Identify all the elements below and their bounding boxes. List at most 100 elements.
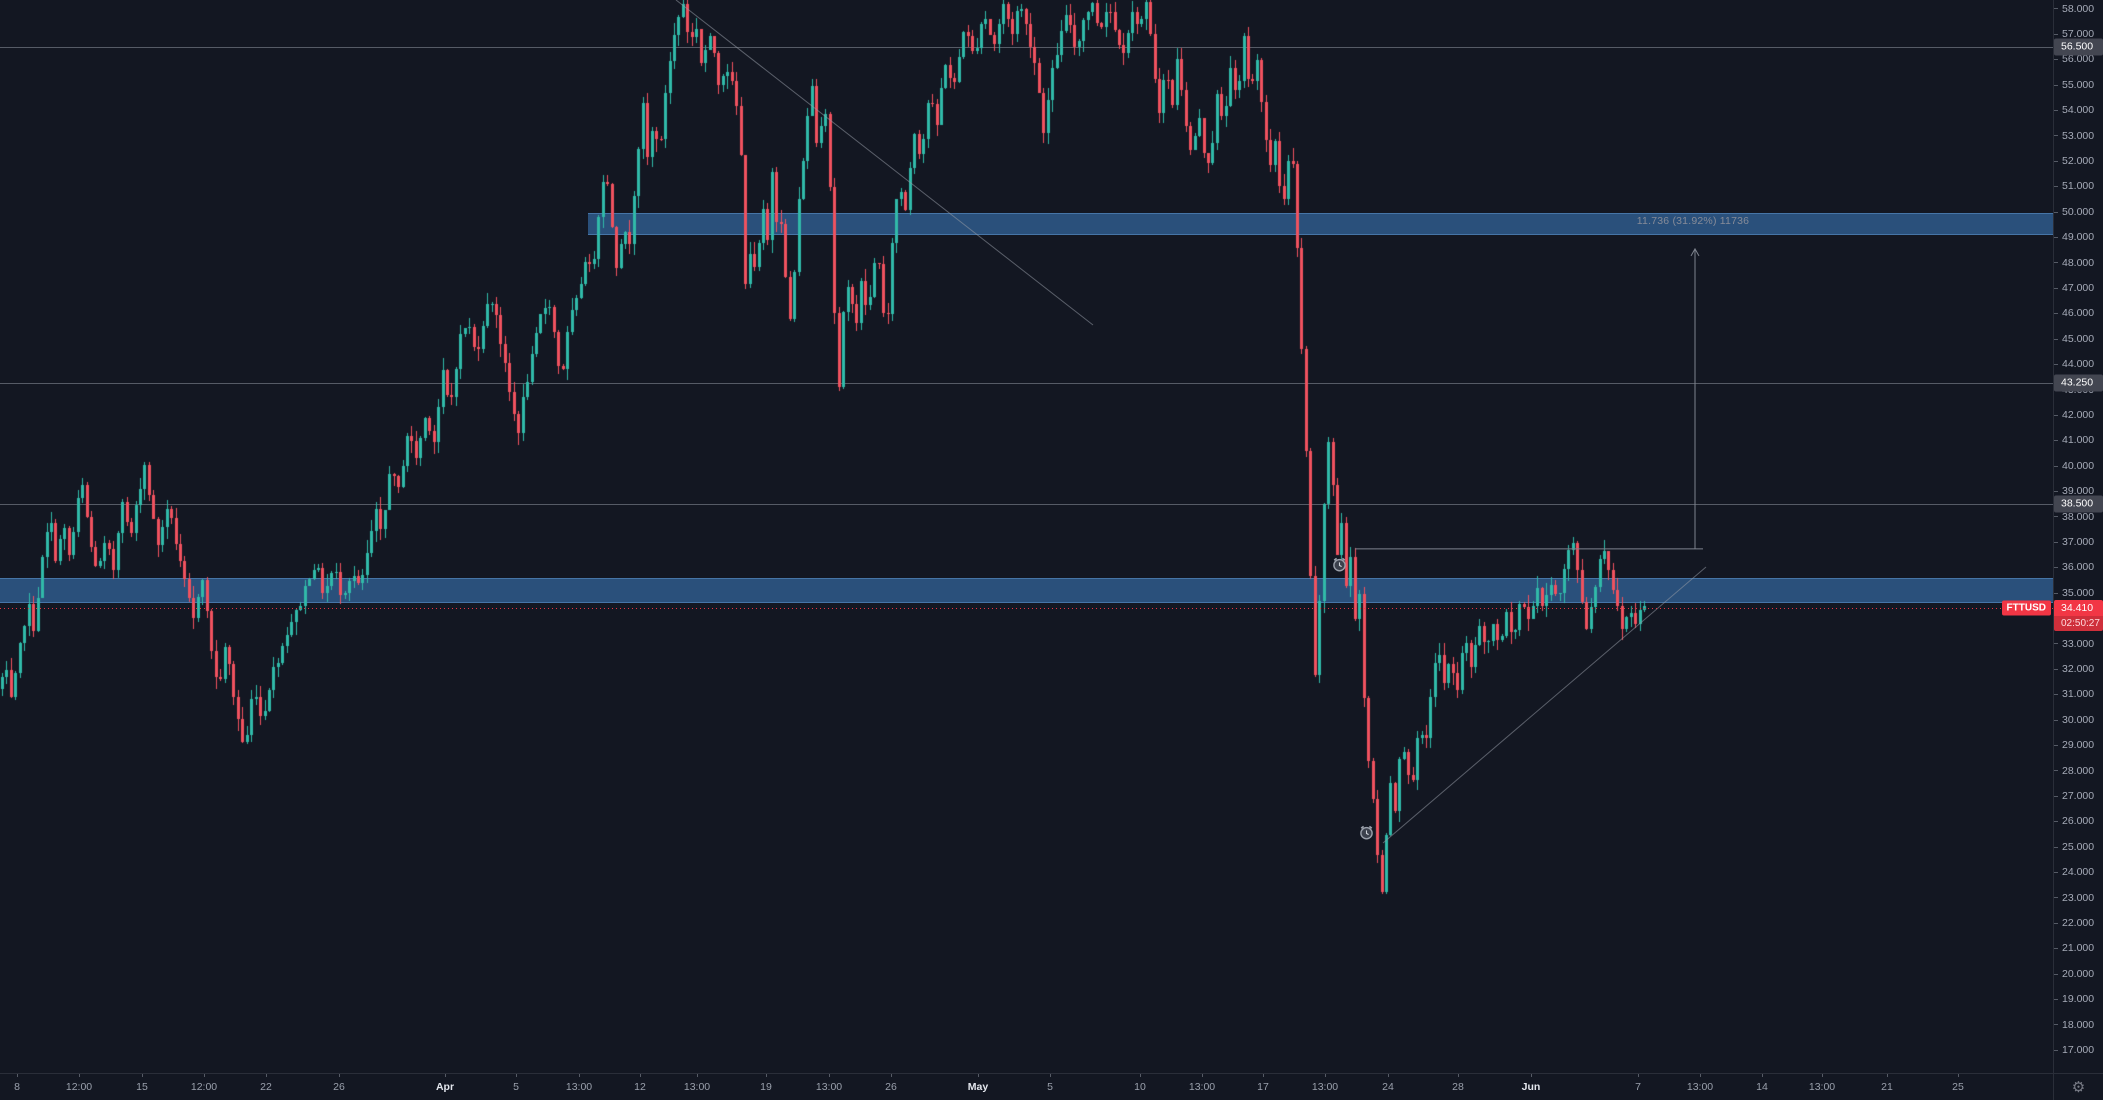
last-price-line: [0, 607, 2053, 609]
time-tick: [640, 1074, 641, 1077]
axis-corner: ⚙: [2053, 1073, 2103, 1100]
price-axis-label: 38.000: [2054, 511, 2103, 523]
price-axis-label: 21.000: [2054, 942, 2103, 954]
time-axis-label: 21: [1881, 1081, 1893, 1093]
time-axis-label: 13:00: [683, 1081, 711, 1093]
time-axis-label: 24: [1382, 1081, 1394, 1093]
price-axis-label: 37.000: [2054, 536, 2103, 548]
price-axis-label: 42.000: [2054, 409, 2103, 421]
price-axis-label: 46.000: [2054, 307, 2103, 319]
time-tick: [1140, 1074, 1141, 1077]
time-axis-label: 13:00: [565, 1081, 593, 1093]
price-axis-label: 47.000: [2054, 282, 2103, 294]
time-axis-label: 15: [136, 1081, 148, 1093]
time-axis-month-label: Jun: [1521, 1081, 1541, 1093]
level-price-label: 56.500: [2054, 38, 2103, 56]
time-tick: [1325, 1074, 1326, 1077]
price-axis-label: 24.000: [2054, 866, 2103, 878]
time-axis-label: 13:00: [1311, 1081, 1339, 1093]
price-axis-label: 57.000: [2054, 28, 2103, 40]
price-range-label[interactable]: 11.736 (31.92%) 11736: [1636, 215, 1750, 227]
time-axis-month-label: May: [967, 1081, 989, 1093]
price-axis-label: 51.000: [2054, 180, 2103, 192]
time-tick: [339, 1074, 340, 1077]
time-axis-month-label: Apr: [435, 1081, 455, 1093]
price-axis-label: 19.000: [2054, 993, 2103, 1005]
price-axis-label: 25.000: [2054, 841, 2103, 853]
time-axis-label: 19: [760, 1081, 772, 1093]
time-tick: [1958, 1074, 1959, 1077]
time-axis-label: 13:00: [1188, 1081, 1216, 1093]
price-axis-label: 33.000: [2054, 638, 2103, 650]
chart-pane[interactable]: 11.736 (31.92%) 11736: [0, 0, 2053, 1073]
price-axis-label: 44.000: [2054, 358, 2103, 370]
time-axis-label: 13:00: [815, 1081, 843, 1093]
alarm-clock-icon[interactable]: [1358, 824, 1375, 841]
price-axis-label: 30.000: [2054, 714, 2103, 726]
time-axis-label: 8: [14, 1081, 20, 1093]
price-axis-label: 56.000: [2054, 53, 2103, 65]
time-axis-label: 26: [885, 1081, 897, 1093]
time-axis-label: 22: [260, 1081, 272, 1093]
time-tick: [1822, 1074, 1823, 1077]
time-axis-label: 17: [1257, 1081, 1269, 1093]
time-axis-label: 12: [634, 1081, 646, 1093]
price-axis-label: 55.000: [2054, 79, 2103, 91]
last-price-value: 34.410: [2054, 599, 2103, 616]
time-tick: [17, 1074, 18, 1077]
gear-icon[interactable]: ⚙: [2071, 1078, 2086, 1096]
price-axis-label: 50.000: [2054, 206, 2103, 218]
price-axis-label: 39.000: [2054, 485, 2103, 497]
time-tick: [1638, 1074, 1639, 1077]
alarm-clock-icon[interactable]: [1331, 556, 1348, 573]
time-axis-label: 5: [1047, 1081, 1053, 1093]
time-tick: [266, 1074, 267, 1077]
time-axis-label: 5: [513, 1081, 519, 1093]
time-tick: [579, 1074, 580, 1077]
price-axis-label: 54.000: [2054, 104, 2103, 116]
price-axis-label: 40.000: [2054, 460, 2103, 472]
candle-countdown: 02:50:27: [2054, 615, 2103, 631]
time-tick: [978, 1074, 979, 1077]
price-axis-label: 27.000: [2054, 790, 2103, 802]
price-axis-label: 48.000: [2054, 257, 2103, 269]
time-tick: [1531, 1074, 1532, 1077]
time-tick: [1762, 1074, 1763, 1077]
time-axis-label: 28: [1452, 1081, 1464, 1093]
price-axis[interactable]: 34.410 02:50:27 58.000 57.000 56.000 55.000…: [2053, 0, 2103, 1073]
time-axis-label: 13:00: [1686, 1081, 1714, 1093]
time-tick: [1263, 1074, 1264, 1077]
time-tick: [204, 1074, 205, 1077]
price-axis-label: 53.000: [2054, 130, 2103, 142]
candlestick-canvas[interactable]: [0, 0, 2053, 1073]
price-axis-label: 23.000: [2054, 892, 2103, 904]
time-tick: [1388, 1074, 1389, 1077]
time-axis-label: 12:00: [65, 1081, 93, 1093]
time-axis[interactable]: 8 12:00 15 12:00 22 26 Apr 5 13:00 12 13:00 19 13:00…: [0, 1073, 2053, 1100]
time-tick: [142, 1074, 143, 1077]
time-axis-label: 7: [1635, 1081, 1641, 1093]
time-axis-label: 12:00: [190, 1081, 218, 1093]
time-axis-label: 10: [1134, 1081, 1146, 1093]
price-axis-label: 58.000: [2054, 3, 2103, 15]
symbol-price-tag[interactable]: FTTUSD: [2001, 600, 2051, 616]
time-axis-label: 26: [333, 1081, 345, 1093]
price-axis-label: 31.000: [2054, 688, 2103, 700]
price-axis-label: 18.000: [2054, 1019, 2103, 1031]
price-axis-label: 36.000: [2054, 561, 2103, 573]
price-axis-label: 35.000: [2054, 587, 2103, 599]
time-tick: [829, 1074, 830, 1077]
level-price-label: 43.250: [2054, 374, 2103, 392]
price-axis-label: 41.000: [2054, 434, 2103, 446]
time-tick: [697, 1074, 698, 1077]
level-price-label: 38.500: [2054, 495, 2103, 513]
price-axis-label: 49.000: [2054, 231, 2103, 243]
time-tick: [1887, 1074, 1888, 1077]
time-axis-label: 14: [1756, 1081, 1768, 1093]
time-tick: [891, 1074, 892, 1077]
ascending-trendline[interactable]: [1382, 566, 1707, 844]
descending-trendline[interactable]: [675, 0, 1094, 326]
time-axis-label: 13:00: [1808, 1081, 1836, 1093]
price-axis-label: 32.000: [2054, 663, 2103, 675]
